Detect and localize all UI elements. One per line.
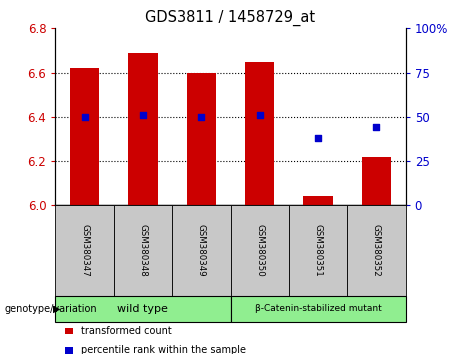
Bar [362, 157, 391, 205]
Bar [128, 53, 158, 205]
Point [314, 135, 322, 141]
Text: GSM380349: GSM380349 [197, 224, 206, 277]
Text: GSM380347: GSM380347 [80, 224, 89, 277]
Bar [70, 68, 99, 205]
Bar [245, 62, 274, 205]
Text: GSM380348: GSM380348 [138, 224, 148, 277]
Point [198, 114, 205, 120]
Text: GSM380350: GSM380350 [255, 224, 264, 277]
Point [256, 112, 263, 118]
Text: percentile rank within the sample: percentile rank within the sample [81, 346, 246, 354]
Bar [187, 73, 216, 205]
Text: GSM380351: GSM380351 [313, 224, 323, 277]
Point [373, 125, 380, 130]
Point [139, 112, 147, 118]
Text: GSM380352: GSM380352 [372, 224, 381, 277]
Text: ▶: ▶ [53, 304, 60, 314]
Text: wild type: wild type [118, 304, 168, 314]
Text: genotype/variation: genotype/variation [5, 304, 97, 314]
Title: GDS3811 / 1458729_at: GDS3811 / 1458729_at [145, 9, 316, 25]
Point [81, 114, 88, 120]
Text: transformed count: transformed count [81, 326, 171, 336]
Bar [303, 196, 333, 205]
Text: β-Catenin-stabilized mutant: β-Catenin-stabilized mutant [255, 304, 381, 313]
